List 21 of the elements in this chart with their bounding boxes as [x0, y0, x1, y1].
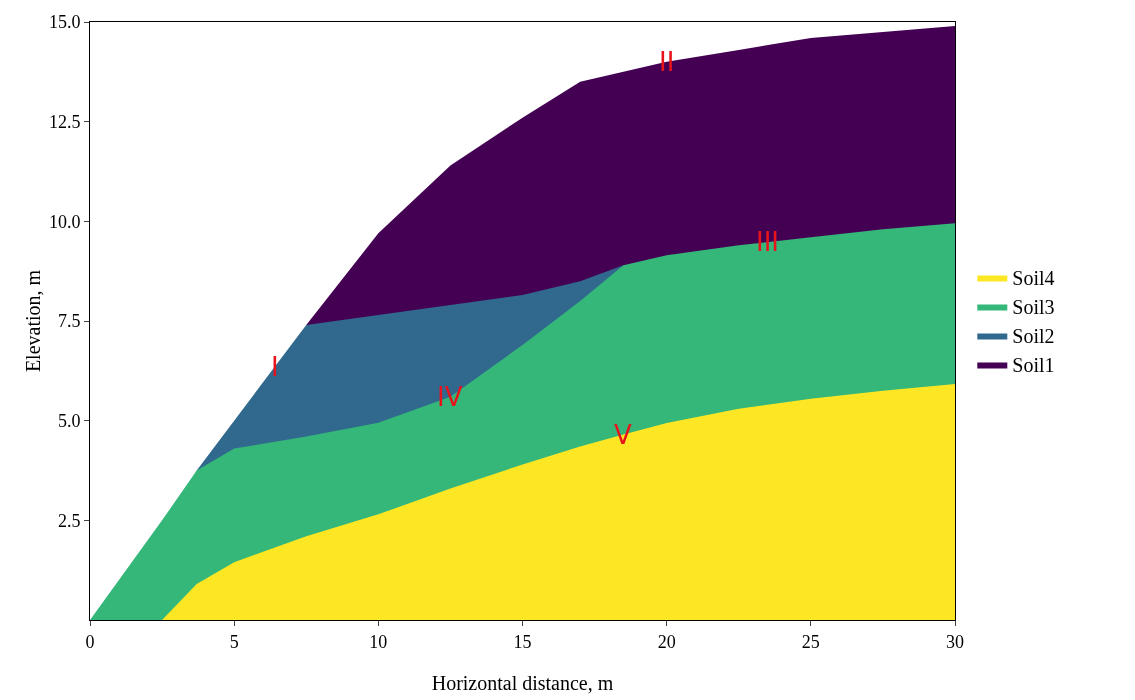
legend-label: Soil3: [1012, 296, 1055, 319]
annotation: IV: [437, 382, 463, 412]
x-tick-label: 25: [801, 631, 820, 652]
y-tick-label: 12.5: [48, 111, 81, 132]
y-tick-label: 7.5: [57, 311, 81, 332]
x-tick-label: 15: [513, 631, 532, 652]
y-tick-label: 5.0: [57, 410, 81, 431]
x-tick-label: 10: [369, 631, 388, 652]
annotation: I: [271, 352, 279, 382]
x-tick-label: 30: [946, 631, 964, 652]
legend-label: Soil1: [1012, 354, 1055, 377]
legend-label: Soil2: [1012, 325, 1055, 348]
x-tick-label: 5: [229, 631, 239, 652]
x-tick-label: 20: [657, 631, 676, 652]
y-tick-label: 10.0: [48, 211, 81, 232]
y-axis-title: Elevation, m: [22, 269, 44, 373]
y-tick-label: 2.5: [57, 510, 81, 531]
x-axis-title: Horizontal distance, m: [431, 672, 614, 694]
y-tick-label: 15.0: [48, 12, 81, 33]
x-tick-label: 0: [85, 631, 95, 652]
legend-label: Soil4: [1012, 267, 1055, 290]
